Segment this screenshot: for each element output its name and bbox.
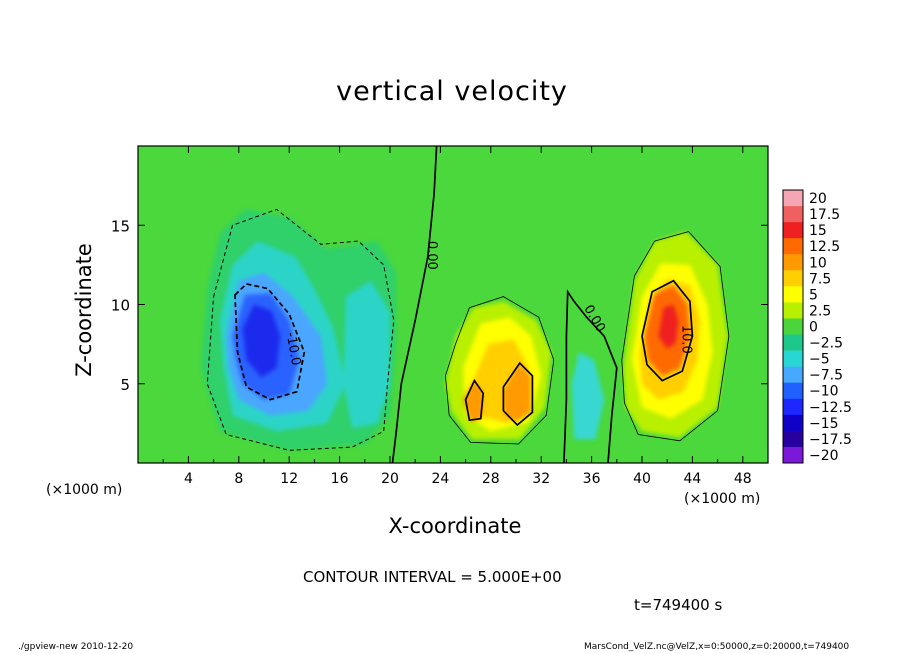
colorbar-swatch — [783, 206, 803, 223]
contour-minus10 — [234, 282, 306, 401]
x-axis-label: X-coordinate — [388, 514, 522, 538]
contour-10-right — [641, 279, 694, 382]
colorbar-frame — [782, 189, 804, 464]
contour-label: -10.0 — [283, 331, 304, 367]
x-tick-label: 44 — [683, 471, 701, 487]
colorbar-label: 5 — [809, 287, 818, 303]
contour-zero-0 — [391, 146, 438, 463]
field-region-5 — [242, 304, 281, 378]
field-region-11 — [503, 364, 532, 422]
x-tick-label: 28 — [482, 471, 500, 487]
x-tick-label: 24 — [431, 471, 449, 487]
colorbar-label: −5 — [809, 352, 830, 368]
colorbar-label: 12.5 — [809, 239, 840, 255]
contour-5-right — [621, 231, 730, 442]
footer-left: ./gpview-new 2010-12-20 — [18, 642, 134, 652]
colorbar-label: −7.5 — [809, 368, 843, 384]
x-tick-label: 40 — [633, 471, 651, 487]
colorbar-swatch — [783, 254, 803, 271]
x-unit-label-right: (×1000 m) — [684, 491, 761, 507]
contour-interval: CONTOUR INTERVAL = 5.000E+00 — [303, 568, 562, 586]
colorbar-label: −17.5 — [809, 432, 852, 448]
contour-label: 10.0 — [679, 325, 694, 354]
colorbar-label: 10 — [809, 255, 827, 271]
colorbar-swatch — [783, 398, 803, 416]
colorbar-label: 20 — [809, 191, 827, 207]
colorbar-swatch — [783, 270, 803, 287]
x-tick-label: 4 — [184, 471, 193, 487]
contour-5-mid — [444, 296, 555, 445]
colorbar-label: 15 — [809, 223, 827, 239]
colorbar-swatch — [783, 334, 803, 351]
colorbar-label: −15 — [809, 416, 839, 432]
colorbar-label: 7.5 — [809, 271, 831, 287]
colorbar-swatch — [783, 302, 803, 319]
colorbar-label: −20 — [809, 448, 839, 464]
colorbar-label: 17.5 — [809, 207, 840, 223]
x-tick-label: 48 — [734, 471, 752, 487]
colorbar-swatch — [783, 318, 803, 335]
colorbar-swatch — [783, 286, 803, 303]
y-tick-label: 15 — [111, 217, 130, 235]
colorbar-swatch — [783, 446, 803, 464]
footer-right: MarsCond_VelZ.nc@VelZ,x=0:50000,z=0:2000… — [584, 642, 850, 652]
colorbar-label: −12.5 — [809, 400, 852, 416]
x-tick-label: 20 — [381, 471, 399, 487]
colorbar-swatch — [783, 350, 803, 367]
field-region-16 — [658, 304, 679, 349]
contour-10-mid-a — [502, 361, 534, 427]
y-tick-label: 5 — [120, 376, 130, 394]
chart-title: vertical velocity — [336, 76, 568, 107]
colorbar-swatch — [783, 190, 803, 207]
contour-label: 0.00 — [424, 241, 439, 270]
x-unit-label-left: (×1000 m) — [46, 482, 123, 498]
colorbar-swatch — [783, 382, 803, 400]
contour-minus5 — [206, 208, 395, 451]
colorbar-swatch — [783, 430, 803, 448]
contour-10-mid-b — [464, 378, 485, 422]
colorbar-label: −10 — [809, 384, 839, 400]
colorbar-label: −2.5 — [809, 336, 843, 352]
colorbar-swatch — [783, 366, 803, 384]
x-tick-label: 8 — [234, 471, 243, 487]
x-tick-label: 16 — [331, 471, 349, 487]
x-tick-label: 32 — [532, 471, 550, 487]
colorbar-swatch — [783, 238, 803, 255]
x-tick-label: 12 — [280, 471, 298, 487]
contour-zero-1 — [563, 289, 618, 463]
field-region-2 — [343, 280, 390, 429]
x-tick-label: 36 — [583, 471, 601, 487]
colorbar-swatch — [783, 222, 803, 239]
colorbar-swatch — [783, 414, 803, 432]
colorbar-label: 2.5 — [809, 303, 831, 319]
colorbar-label: 0 — [809, 320, 818, 336]
y-tick-label: 10 — [111, 297, 130, 315]
field-region-6 — [571, 352, 605, 440]
time-stamp: t=749400 s — [634, 596, 723, 614]
